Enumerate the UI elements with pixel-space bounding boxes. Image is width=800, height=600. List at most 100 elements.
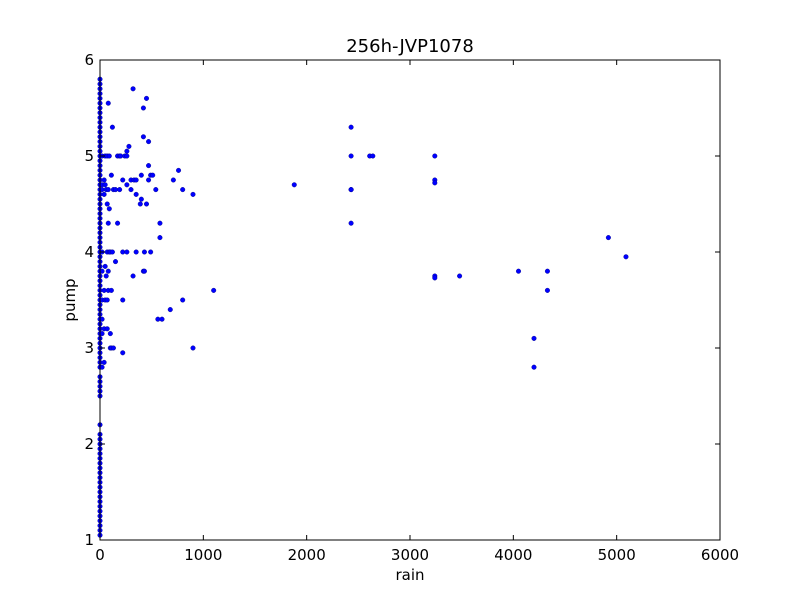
data-point	[126, 143, 132, 149]
x-tick-label: 1000	[184, 546, 222, 564]
data-point	[141, 268, 147, 274]
data-point	[130, 273, 136, 279]
data-point	[170, 177, 176, 183]
data-point	[143, 201, 149, 207]
x-tick-label: 3000	[391, 546, 429, 564]
data-point	[101, 177, 107, 183]
x-axis-label: rain	[395, 566, 424, 584]
y-axis-label: pump	[61, 278, 79, 321]
x-tick-label: 4000	[494, 546, 532, 564]
data-point	[115, 220, 121, 226]
data-point	[516, 268, 522, 274]
data-point	[133, 249, 139, 255]
data-point	[105, 220, 111, 226]
data-point	[146, 139, 152, 145]
data-point	[109, 124, 115, 130]
data-point	[108, 172, 114, 178]
data-point	[157, 220, 163, 226]
data-point	[124, 148, 130, 154]
data-point	[109, 249, 115, 255]
data-point	[106, 206, 112, 212]
data-point	[104, 297, 110, 303]
data-point	[432, 153, 438, 159]
data-point	[118, 153, 124, 159]
data-point	[176, 167, 182, 173]
data-point	[112, 187, 118, 193]
data-point	[148, 249, 154, 255]
x-tick-label: 5000	[598, 546, 636, 564]
data-point	[432, 180, 438, 186]
data-point	[605, 235, 611, 241]
data-point	[432, 275, 438, 281]
data-point	[140, 134, 146, 140]
data-point	[133, 191, 139, 197]
data-point	[120, 297, 126, 303]
x-tick-label: 2000	[288, 546, 326, 564]
data-point	[137, 201, 143, 207]
data-point	[105, 187, 111, 193]
data-point	[348, 187, 354, 193]
x-tick-label: 0	[95, 546, 105, 564]
data-point	[180, 187, 186, 193]
data-point	[104, 326, 110, 332]
data-point	[370, 153, 376, 159]
y-tick-label: 4	[84, 243, 94, 261]
data-point	[112, 259, 118, 265]
data-point	[150, 172, 156, 178]
data-point	[531, 364, 537, 370]
x-tick-label: 6000	[701, 546, 739, 564]
y-tick-label: 2	[84, 435, 94, 453]
data-point	[157, 235, 163, 241]
data-point	[138, 172, 144, 178]
data-point	[190, 191, 196, 197]
data-point	[101, 191, 107, 197]
data-point	[105, 268, 111, 274]
data-point	[103, 273, 109, 279]
data-point	[107, 331, 113, 337]
data-point	[108, 287, 114, 293]
data-point	[120, 350, 126, 356]
data-point	[167, 307, 173, 313]
data-point	[211, 287, 217, 293]
data-point	[180, 297, 186, 303]
data-point	[159, 316, 165, 322]
data-point	[130, 86, 136, 92]
data-point	[117, 187, 123, 193]
data-point	[102, 263, 108, 269]
data-point	[190, 345, 196, 351]
data-point	[124, 153, 130, 159]
y-tick-label: 6	[84, 51, 94, 69]
data-point	[133, 177, 139, 183]
data-point	[120, 249, 126, 255]
data-point	[153, 187, 159, 193]
data-point	[544, 268, 550, 274]
data-point	[544, 287, 550, 293]
data-point	[101, 359, 107, 365]
data-point	[146, 163, 152, 169]
data-point	[101, 287, 107, 293]
data-point	[623, 254, 629, 260]
data-point	[120, 177, 126, 183]
data-point	[141, 249, 147, 255]
chart-title: 256h-JVP1078	[346, 36, 474, 57]
data-point	[106, 153, 112, 159]
data-point	[457, 273, 463, 279]
data-point	[348, 124, 354, 130]
y-tick-label: 1	[84, 531, 94, 549]
data-point	[124, 249, 130, 255]
data-point	[348, 220, 354, 226]
data-point	[102, 182, 108, 188]
data-point	[531, 335, 537, 341]
data-point	[104, 201, 110, 207]
data-point	[291, 182, 297, 188]
data-point	[143, 95, 149, 101]
y-tick-label: 3	[84, 339, 94, 357]
data-point	[128, 187, 134, 193]
ticks-layer: 0 1000 2000 3000 4000 5000 6000 1 2 3 4 5 6	[84, 51, 739, 564]
data-point	[140, 105, 146, 111]
y-tick-label: 5	[84, 147, 94, 165]
data-point	[110, 345, 116, 351]
data-point	[138, 196, 144, 202]
data-point	[124, 182, 130, 188]
